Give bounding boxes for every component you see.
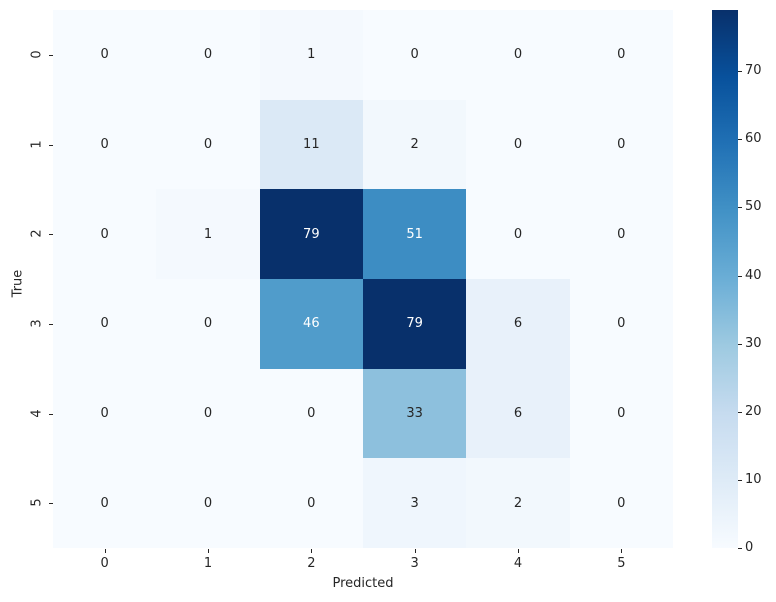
x-tick-mark xyxy=(621,549,623,553)
heatmap-cell: 2 xyxy=(466,458,570,548)
y-tick-mark xyxy=(49,54,53,56)
y-tick-label: 2 xyxy=(29,229,45,238)
heatmap-cell: 0 xyxy=(156,458,260,548)
heatmap-cell: 0 xyxy=(569,279,673,369)
heatmap-cell: 6 xyxy=(466,368,570,459)
heatmap-cell: 0 xyxy=(466,10,570,100)
heatmap-cell: 51 xyxy=(363,189,467,279)
heatmap-cell: 2 xyxy=(363,99,467,190)
x-tick-mark xyxy=(311,549,313,553)
heatmap-cell: 1 xyxy=(156,189,260,279)
heatmap-cell: 0 xyxy=(53,458,157,548)
y-tick-mark xyxy=(49,144,53,146)
heatmap-cell: 0 xyxy=(466,99,570,190)
y-tick-label: 5 xyxy=(29,498,45,507)
colorbar-tick-label: 30 xyxy=(745,335,762,351)
x-tick-label: 4 xyxy=(513,556,523,571)
heatmap-cell: 0 xyxy=(569,189,673,279)
heatmap-cell: 46 xyxy=(259,279,363,369)
x-tick-label: 2 xyxy=(307,556,316,571)
y-tick-mark xyxy=(49,323,53,325)
x-tick-mark xyxy=(104,549,106,553)
colorbar-tick-mark xyxy=(738,411,742,413)
colorbar-tick-label: 0 xyxy=(745,540,754,555)
colorbar-tick-mark xyxy=(738,479,742,481)
heatmap-cell: 1 xyxy=(259,10,363,100)
heatmap-cell: 0 xyxy=(259,458,363,548)
y-tick-label: 3 xyxy=(29,319,45,328)
heatmap-cell: 0 xyxy=(569,99,673,190)
x-tick-label: 5 xyxy=(617,556,626,571)
heatmap-cell: 0 xyxy=(569,10,673,100)
heatmap-cell: 33 xyxy=(363,368,467,459)
colorbar-tick-label: 70 xyxy=(745,63,762,79)
colorbar-tick-mark xyxy=(738,275,742,277)
colorbar-tick-label: 40 xyxy=(745,267,762,283)
heatmap-cell: 0 xyxy=(156,10,260,100)
heatmap-cell: 79 xyxy=(363,279,467,369)
heatmap-cell: 11 xyxy=(259,99,363,190)
heatmap-cell: 0 xyxy=(156,99,260,190)
x-tick-label: 3 xyxy=(410,556,419,571)
heatmap-cell: 0 xyxy=(156,368,260,459)
heatmap-cell: 0 xyxy=(569,368,673,459)
y-tick-mark xyxy=(49,503,53,505)
heatmap-cell: 0 xyxy=(259,368,363,459)
heatmap-cell: 0 xyxy=(363,10,467,100)
heatmap-cell: 0 xyxy=(53,10,157,100)
heatmap-cell: 0 xyxy=(53,279,157,369)
confusion-matrix-heatmap: 0 0 1 0 0 0 0 0 11 2 0 0 0 1 79 51 0 0 0 0 46 79 6 0 0 0 0 33 6 0 0 0 0 3… xyxy=(53,10,673,548)
x-tick-mark xyxy=(414,549,416,553)
colorbar-tick-mark xyxy=(738,548,742,549)
x-tick-mark xyxy=(208,549,209,553)
colorbar-tick-mark xyxy=(738,207,742,209)
heatmap-cell: 3 xyxy=(363,458,467,548)
colorbar-tick-label: 50 xyxy=(745,199,762,215)
colorbar-tick-mark xyxy=(738,71,742,73)
y-tick-mark xyxy=(49,413,53,415)
colorbar-tick-label: 20 xyxy=(745,403,762,419)
x-tick-mark xyxy=(518,549,519,553)
heatmap-cell: 0 xyxy=(53,99,157,190)
colorbar-tick-label: 10 xyxy=(745,471,762,487)
x-tick-label: 0 xyxy=(100,556,109,571)
y-axis-label: True xyxy=(10,269,26,298)
heatmap-cell: 0 xyxy=(53,368,157,459)
heatmap-cell: 79 xyxy=(259,189,363,279)
y-tick-label: 4 xyxy=(29,408,45,418)
colorbar-tick-mark xyxy=(738,343,742,345)
heatmap-cell: 6 xyxy=(466,279,570,369)
heatmap-cell: 0 xyxy=(53,189,157,279)
heatmap-cell: 0 xyxy=(569,458,673,548)
x-axis-label: Predicted xyxy=(332,576,394,591)
y-tick-mark xyxy=(49,234,53,236)
y-tick-label: 0 xyxy=(29,50,45,59)
colorbar-tick-label: 60 xyxy=(745,131,762,147)
colorbar-tick-mark xyxy=(738,139,742,141)
heatmap-cell: 0 xyxy=(466,189,570,279)
colorbar xyxy=(712,10,738,548)
x-tick-label: 1 xyxy=(203,556,213,571)
heatmap-cell: 0 xyxy=(156,279,260,369)
y-tick-label: 1 xyxy=(29,139,45,149)
